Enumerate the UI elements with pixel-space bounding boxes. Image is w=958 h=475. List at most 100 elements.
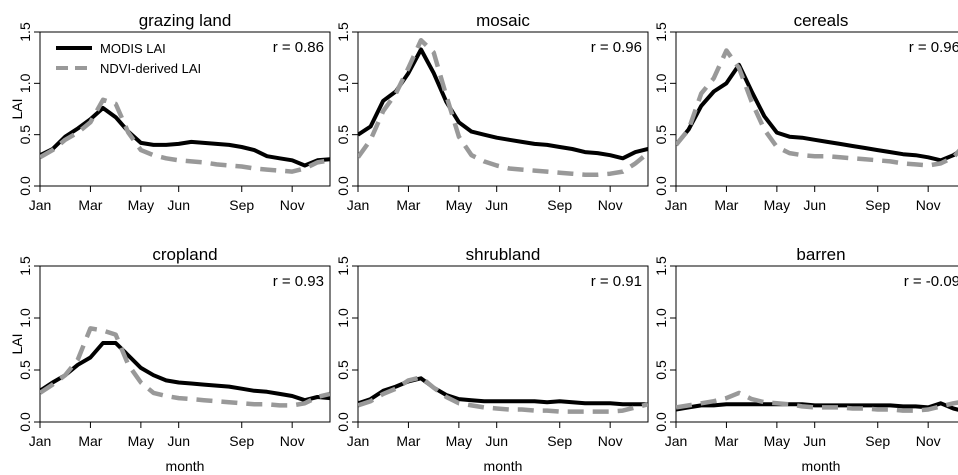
x-tick-label: Nov [598,433,623,449]
x-tick-label: Jun [803,433,826,449]
x-tick-label: Nov [280,433,305,449]
plot-frame [675,31,958,187]
correlation-label: r = 0.96 [909,39,958,56]
y-tick-label: 0.5 [335,360,351,380]
panel-title: mosaic [476,11,530,30]
x-tick-label: Sep [547,197,572,213]
correlation-label: r = 0.91 [591,273,642,290]
x-tick-label: Mar [78,433,102,449]
y-tick-label: 1.5 [653,256,669,276]
y-tick-label: 0.0 [17,176,33,196]
x-tick-label: Nov [916,197,941,213]
x-tick-label: Sep [229,433,254,449]
x-tick-label: May [764,433,790,449]
legend: MODIS LAI NDVI-derived LAI [56,41,201,76]
correlation-label: r = 0.96 [591,39,642,56]
x-tick-label: Jan [347,433,370,449]
modis-lai-line [40,106,330,168]
x-tick-label: Jan [347,197,370,213]
ndvi-lai-line [40,97,330,174]
y-axis-title: LAI [9,98,25,119]
y-tick-label: 0.5 [653,125,669,145]
y-tick-label: 1.5 [17,256,33,276]
panel-title: barren [796,245,845,264]
panel-title: grazing land [139,11,232,30]
x-tick-label: May [128,433,154,449]
x-tick-label: Jan [665,433,688,449]
plot-frame [39,265,331,423]
y-axis-title: LAI [9,333,25,354]
y-tick-label: 0.5 [17,360,33,380]
x-tick-label: Sep [547,433,572,449]
ndvi-lai-line [40,326,330,408]
x-tick-label: May [446,197,472,213]
legend-label: NDVI-derived LAI [100,61,201,76]
x-tick-label: Nov [916,433,941,449]
x-axis-title: month [166,458,205,474]
correlation-label: r = 0.93 [273,273,324,290]
plot-frame [675,265,958,423]
correlation-label: r = -0.09 [904,273,958,290]
x-tick-label: Mar [396,197,420,213]
x-axis-title: month [484,458,523,474]
x-tick-label: Jun [803,197,826,213]
panel-cropland: cropland r = 0.93 0.0 0.5 1.0 1.5 Jan Mar May Jun… [9,245,331,474]
y-tick-label: 1.5 [653,22,669,42]
y-tick-label: 0.0 [335,176,351,196]
y-tick-label: 1.0 [17,73,33,93]
y-tick-label: 1.5 [335,256,351,276]
y-tick-label: 0.0 [653,412,669,432]
y-tick-label: 0.5 [335,125,351,145]
y-tick-label: 1.0 [17,308,33,328]
ndvi-lai-line [358,375,648,414]
x-tick-label: Jun [485,433,508,449]
y-tick-label: 1.5 [17,22,33,42]
plot-frame [39,31,331,187]
x-tick-label: Mar [396,433,420,449]
correlation-label: r = 0.86 [273,39,324,56]
y-tick-label: 1.0 [653,308,669,328]
x-tick-label: Mar [78,197,102,213]
x-tick-label: Mar [714,433,738,449]
y-tick-label: 1.5 [335,22,351,42]
y-tick-label: 1.0 [653,73,669,93]
x-tick-label: Sep [865,433,890,449]
x-tick-label: Nov [598,197,623,213]
modis-lai-line [358,376,648,407]
x-tick-label: Jan [665,197,688,213]
modis-lai-line [40,341,330,403]
x-tick-label: Jun [167,197,190,213]
x-tick-label: Sep [229,197,254,213]
plot-frame [357,265,649,423]
panel-title: cereals [794,11,849,30]
x-axis-title: month [802,458,841,474]
panel-title: cropland [152,245,217,264]
modis-lai-line [358,47,648,161]
x-tick-label: Jan [29,197,52,213]
plot-frame [357,31,649,187]
ndvi-lai-line [676,48,958,168]
y-tick-label: 1.0 [335,73,351,93]
x-tick-label: Sep [865,197,890,213]
y-tick-label: 0.0 [335,412,351,432]
y-tick-label: 0.5 [653,360,669,380]
x-tick-label: May [446,433,472,449]
x-tick-label: May [128,197,154,213]
x-tick-label: Jun [167,433,190,449]
x-tick-label: Mar [714,197,738,213]
panel-grazing-land: grazing land r = 0.86 0.0 0.5 1.0 1.5 Jan Mar Ma… [9,11,331,213]
panel-barren: barren r = -0.09 0.0 0.5 1.0 1.5 Jan Mar May Jun S… [653,245,958,474]
x-tick-label: Jun [485,197,508,213]
panel-shrubland: shrubland r = 0.91 0.0 0.5 1.0 1.5 Jan Mar May Ju… [335,245,649,474]
x-tick-label: Jan [29,433,52,449]
panel-title: shrubland [466,245,541,264]
modis-lai-line [676,62,958,163]
y-tick-label: 1.0 [335,308,351,328]
x-tick-label: May [764,197,790,213]
y-tick-label: 0.0 [653,176,669,196]
y-tick-label: 0.0 [17,412,33,432]
modis-lai-line [676,401,958,412]
panel-cereals: cereals r = 0.96 0.0 0.5 1.0 1.5 Jan Mar May Jun S… [653,11,958,213]
panel-mosaic: mosaic r = 0.96 0.0 0.5 1.0 1.5 Jan Mar May Jun Se… [335,11,649,213]
